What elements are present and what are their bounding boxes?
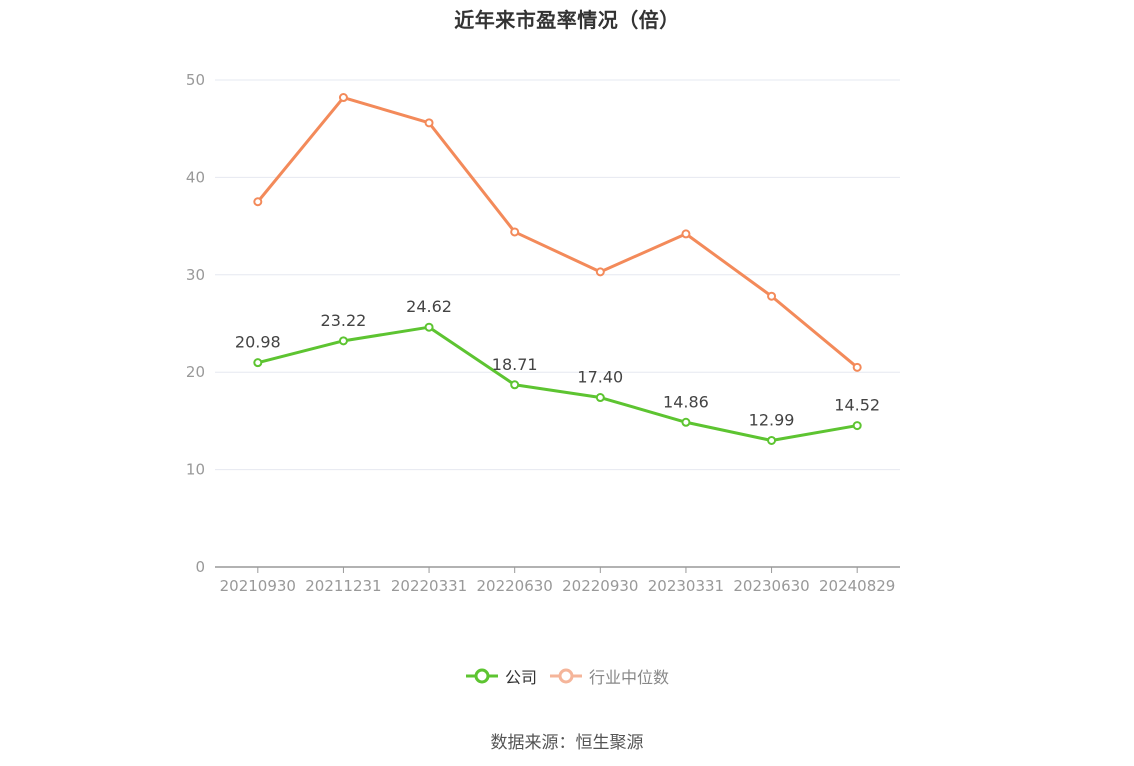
data-label: 12.99 <box>749 410 795 429</box>
y-tick-label: 30 <box>186 266 205 284</box>
legend-company-marker-icon <box>465 668 498 684</box>
data-label: 18.71 <box>492 355 538 374</box>
data-point <box>253 358 263 368</box>
line-chart: 0 10 20 30 40 50 20210930 20211231 20220331 20220… <box>186 71 900 595</box>
data-point <box>510 380 520 390</box>
legend-company-label: 公司 <box>504 668 537 687</box>
data-label: 23.22 <box>321 311 367 330</box>
data-point <box>253 197 263 207</box>
data-point <box>681 417 691 427</box>
x-tick-label: 20240829 <box>819 577 895 595</box>
data-source-note: 数据来源：恒生聚源 <box>490 733 644 753</box>
data-point <box>424 322 434 332</box>
data-point <box>338 93 348 103</box>
data-label: 24.62 <box>406 297 452 316</box>
x-tick-label: 20220630 <box>477 577 553 595</box>
data-point <box>852 362 862 372</box>
data-label: 14.86 <box>663 392 709 411</box>
x-tick-label: 20220331 <box>391 577 467 595</box>
series-line <box>257 325 858 442</box>
series-line <box>256 96 859 369</box>
y-tick-label: 50 <box>186 71 205 89</box>
data-point <box>767 435 777 445</box>
data-label: 14.52 <box>834 396 880 415</box>
data-point <box>338 336 348 346</box>
data-point <box>510 227 520 237</box>
data-point <box>595 267 605 277</box>
legend-item-industry[interactable]: 行业中位数 <box>549 664 669 688</box>
legend-item-company[interactable]: 公司 <box>465 664 537 688</box>
y-tick-label: 10 <box>186 461 205 479</box>
data-point <box>767 291 777 301</box>
data-point <box>681 229 691 239</box>
data-label: 17.40 <box>577 368 623 387</box>
data-point <box>595 393 605 403</box>
data-point <box>424 118 434 128</box>
y-tick-label: 40 <box>186 168 205 186</box>
x-tick-label: 20230630 <box>733 577 809 595</box>
x-tick-label: 20210930 <box>220 577 296 595</box>
x-tick-label: 20230331 <box>648 577 724 595</box>
x-tick-label: 20220930 <box>562 577 638 595</box>
y-tick-label: 20 <box>186 363 205 381</box>
y-tick-label: 0 <box>195 558 205 576</box>
chart-title: 近年来市盈率情况（倍） <box>454 8 680 32</box>
data-point <box>852 421 862 431</box>
legend-industry-label: 行业中位数 <box>589 668 670 687</box>
chart-legend: 公司 行业中位数 <box>0 664 1134 688</box>
data-label: 20.98 <box>235 333 281 352</box>
legend-industry-marker-icon <box>550 668 582 684</box>
x-tick-label: 20211231 <box>305 577 381 595</box>
